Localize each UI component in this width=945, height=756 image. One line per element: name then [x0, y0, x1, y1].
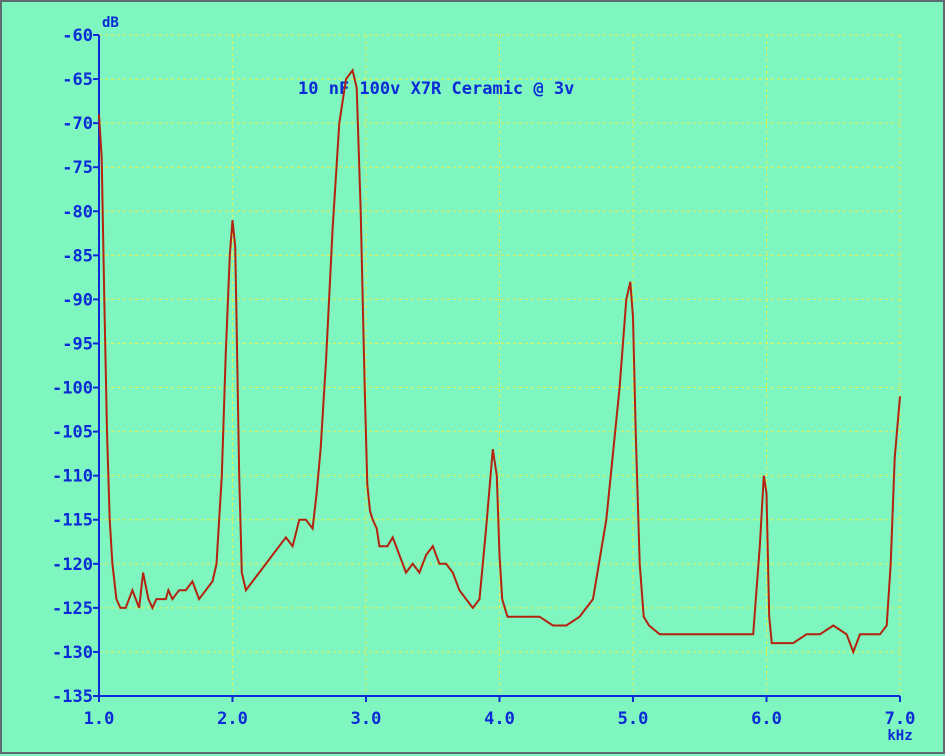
y-tick-label: -90 [62, 290, 93, 310]
y-tick-label: -100 [52, 379, 93, 399]
y-tick-label: -120 [52, 555, 93, 575]
x-tick-label: 4.0 [484, 709, 515, 729]
y-tick-labels: -60 -65 -70 -75 -80 -85 -90 -95 -100 -105 -110 -115… [52, 26, 93, 707]
x-tick-label: 6.0 [751, 709, 782, 729]
y-unit-label: dB [102, 15, 119, 31]
y-tick-label: -125 [52, 599, 93, 619]
y-tick-label: -70 [62, 114, 93, 134]
y-tick-label: -85 [62, 246, 93, 266]
y-tick-label: -75 [62, 158, 93, 178]
x-tick-label: 5.0 [618, 709, 649, 729]
y-tick-label: -115 [52, 511, 93, 531]
y-tick-label: -135 [52, 687, 93, 707]
x-tick-labels: 1.0 2.0 3.0 4.0 5.0 6.0 7.0 [84, 709, 916, 729]
y-tick-label: -80 [62, 202, 93, 222]
y-tick-label: -95 [62, 334, 93, 354]
x-unit-label: kHz [887, 728, 912, 744]
axes [93, 34, 901, 702]
y-tick-label: -130 [52, 643, 93, 663]
x-tick-label: 2.0 [217, 709, 248, 729]
y-tick-label: -65 [62, 70, 93, 90]
y-tick-label: -60 [62, 26, 93, 46]
grid-lines [98, 34, 901, 697]
chart-title: 10 nF 100v X7R Ceramic @ 3v [298, 79, 574, 99]
y-tick-label: -105 [52, 423, 93, 443]
x-tick-label: 1.0 [84, 709, 115, 729]
x-tick-label: 3.0 [351, 709, 382, 729]
y-tick-label: -110 [52, 467, 93, 487]
spectrum-trace [98, 67, 901, 655]
x-tick-label: 7.0 [885, 709, 916, 729]
